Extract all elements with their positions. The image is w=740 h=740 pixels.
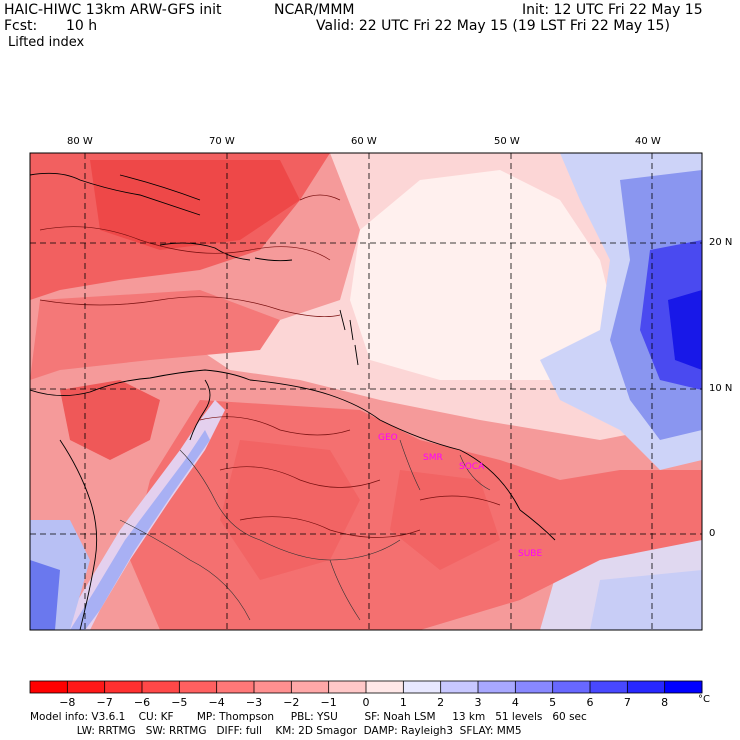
colorbar-swatch: [627, 681, 666, 693]
colorbar-tick-label: −7: [96, 696, 113, 709]
colorbar-tick-label: −5: [171, 696, 188, 709]
colorbar-swatch: [254, 681, 292, 693]
colorbar-tick-label: 0: [362, 696, 370, 709]
lon-label-80w: 80 W: [67, 136, 93, 147]
contour-lines: [39, 194, 501, 538]
colorbar-tick-label: 1: [399, 696, 407, 709]
colorbar-swatch: [403, 681, 442, 693]
colorbar-tick-label: 5: [549, 696, 557, 709]
init-time: Init: 12 UTC Fri 22 May 15: [522, 2, 703, 18]
colorbar-swatch: [440, 681, 479, 693]
colorbar-swatch: [30, 681, 68, 693]
colorbar-tick-label: −8: [59, 696, 76, 709]
forecast-hour: 10 h: [66, 18, 98, 34]
lon-label-40w: 40 W: [635, 136, 661, 147]
colorbar-tick-label: 8: [661, 696, 669, 709]
colorbar-swatch: [291, 681, 330, 693]
city-label-sube: SUBE: [518, 549, 542, 559]
model-info-line2: LW: RRTMG SW: RRTMG DIFF: full KM: 2D Sm…: [30, 725, 522, 737]
colorbar-swatch: [478, 681, 516, 693]
lat-lon-grid: [30, 153, 702, 630]
colorbar-unit: °C: [698, 694, 710, 705]
city-label-smr: SMR: [423, 453, 443, 463]
colorbar-swatch: [104, 681, 143, 693]
colorbar-tick-label: −6: [133, 696, 151, 709]
field-name: Lifted index: [8, 35, 85, 50]
colorbar-swatch: [590, 681, 628, 693]
model-info-line1: Model info: V3.6.1 CU: KF MP: Thompson P…: [30, 711, 587, 723]
colorbar-swatch: [366, 681, 404, 693]
map-frame: [29, 152, 703, 631]
borders: [119, 439, 491, 621]
colorbar-swatch: [515, 681, 554, 693]
colorbar-tick-label: −1: [320, 696, 337, 709]
colorbar-tick-label: −2: [283, 696, 300, 709]
colorbar-swatch: [552, 681, 591, 693]
model-title: HAIC-HIWC 13km ARW-GFS init: [4, 2, 222, 18]
lon-label-60w: 60 W: [351, 136, 377, 147]
lat-label-0: 0: [709, 528, 716, 539]
organization: NCAR/MMM: [274, 2, 355, 18]
forecast-label: Fcst:: [4, 18, 38, 34]
colorbar-swatch: [179, 681, 218, 693]
colorbar-swatch: [142, 681, 180, 693]
colorbar-tick-label: 7: [623, 696, 631, 709]
lat-label-10n: 10 N: [709, 383, 733, 394]
city-label-geo: GEO: [378, 433, 398, 443]
colorbar-swatches: [30, 681, 703, 693]
coastlines: [30, 172, 556, 630]
lon-label-50w: 50 W: [494, 136, 520, 147]
lon-label-70w: 70 W: [209, 136, 235, 147]
lat-label-20n: 20 N: [709, 237, 733, 248]
valid-time: Valid: 22 UTC Fri 22 May 15 (19 LST Fri …: [316, 18, 670, 34]
colorbar-tick-label: −4: [208, 696, 225, 709]
colorbar-tick-label: −3: [245, 696, 263, 709]
city-label-soca: SOCA: [459, 462, 485, 472]
colorbar-swatch: [664, 681, 703, 693]
colorbar-swatch: [216, 681, 255, 693]
colorbar-swatch: [328, 681, 367, 693]
colorbar-tick-label: 6: [586, 696, 594, 709]
colorbar-tick-label: 4: [511, 696, 519, 709]
colorbar-tick-label: 3: [474, 696, 482, 709]
colorbar-tick-label: 2: [437, 696, 445, 709]
colorbar-swatch: [67, 681, 106, 693]
